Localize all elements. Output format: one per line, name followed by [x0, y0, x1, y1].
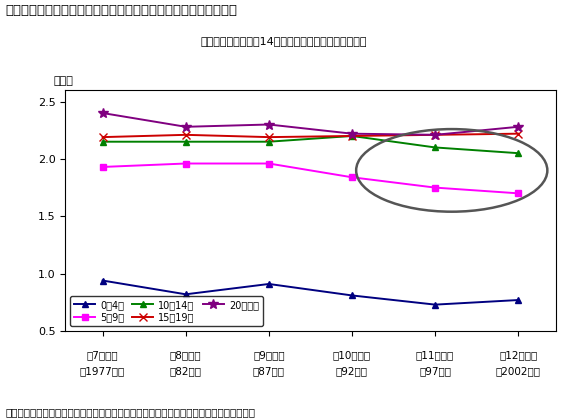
5～9年: [515, 191, 522, 196]
5～9年: [349, 175, 356, 180]
0～4年: [265, 282, 272, 287]
Line: 10～14年: 10～14年: [99, 132, 522, 157]
0～4年: [183, 292, 189, 297]
Text: （人）: （人）: [54, 76, 74, 86]
Text: （2002年）: （2002年）: [496, 367, 541, 377]
Text: 第7回調査: 第7回調査: [87, 350, 119, 360]
5～9年: [99, 164, 106, 169]
15～19年: [515, 131, 522, 136]
Text: 第9回調査: 第9回調査: [253, 350, 285, 360]
10～14年: [349, 134, 356, 139]
Text: 第３－１－４（１）図　結婚持続期間別にみた平均出生子ども数: 第３－１－４（１）図 結婚持続期間別にみた平均出生子ども数: [6, 4, 238, 17]
15～19年: [431, 132, 438, 137]
Text: 第8回調査: 第8回調査: [170, 350, 201, 360]
10～14年: [431, 145, 438, 150]
Line: 0～4年: 0～4年: [99, 277, 522, 308]
0～4年: [349, 293, 356, 298]
0～4年: [431, 302, 438, 307]
Text: （備考）国立社会保障・人口問题研究所「出生動向基本調査」、「出産力調査」による。: （備考）国立社会保障・人口問题研究所「出生動向基本調査」、「出産力調査」による。: [6, 407, 256, 417]
20年以上: [431, 132, 438, 137]
15～19年: [349, 134, 356, 139]
Legend: 0～4年, 5～9年, 10～14年, 15～19年, 20年以上: 0～4年, 5～9年, 10～14年, 15～19年, 20年以上: [70, 296, 263, 326]
Text: （82年）: （82年）: [170, 367, 202, 377]
15～19年: [183, 132, 189, 137]
Line: 5～9年: 5～9年: [99, 160, 522, 197]
0～4年: [99, 278, 106, 283]
Text: （92年）: （92年）: [336, 367, 368, 377]
Text: 第10回調査: 第10回調査: [333, 350, 371, 360]
Text: 結婚持続期間５年～14年の夫婦の平均子ども数は低下: 結婚持続期間５年～14年の夫婦の平均子ども数は低下: [200, 36, 367, 46]
0～4年: [515, 297, 522, 303]
5～9年: [265, 161, 272, 166]
20年以上: [183, 124, 189, 129]
10～14年: [265, 139, 272, 144]
20年以上: [99, 111, 106, 116]
10～14年: [183, 139, 189, 144]
20年以上: [265, 122, 272, 127]
10～14年: [99, 139, 106, 144]
Text: 第11回調査: 第11回調査: [416, 350, 454, 360]
5～9年: [183, 161, 189, 166]
Line: 15～19年: 15～19年: [99, 129, 522, 141]
20年以上: [349, 131, 356, 136]
Text: （87年）: （87年）: [253, 367, 285, 377]
20年以上: [515, 124, 522, 129]
Line: 20年以上: 20年以上: [98, 108, 523, 140]
15～19年: [99, 134, 106, 140]
10～14年: [515, 151, 522, 156]
5～9年: [431, 185, 438, 190]
15～19年: [265, 134, 272, 140]
Text: （97年）: （97年）: [419, 367, 451, 377]
Text: （1977年）: （1977年）: [80, 367, 125, 377]
Text: 第12回調査: 第12回調査: [499, 350, 538, 360]
